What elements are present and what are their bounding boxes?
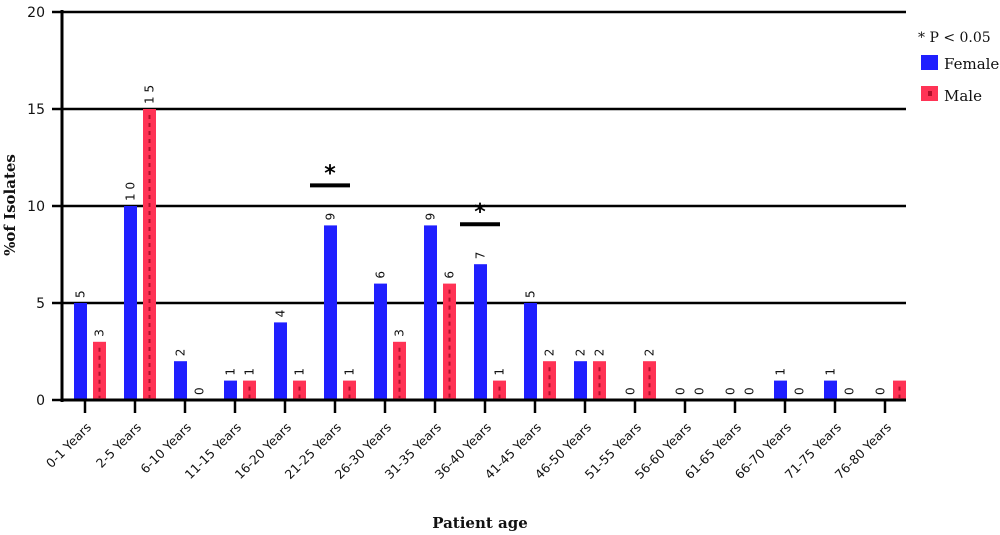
data-label-male: 1 <box>493 368 507 376</box>
data-label-female: 5 <box>74 290 88 298</box>
bar-female <box>74 303 87 400</box>
bar-male <box>643 361 656 400</box>
x-tick-label: 0-1 Years <box>43 420 94 471</box>
bar-female <box>474 264 487 400</box>
legend: * P < 0.05 Female Male <box>918 30 999 105</box>
data-label-male: 0 <box>693 387 707 395</box>
data-label-female: 1 0 <box>124 182 138 201</box>
legend-label-male: Male <box>944 87 982 105</box>
bars <box>74 109 906 400</box>
data-label-female: 1 <box>774 368 788 376</box>
data-label-male: 6 <box>443 271 457 279</box>
data-label-male: 1 <box>343 368 357 376</box>
data-label-male: 0 <box>743 387 757 395</box>
bar-male <box>93 341 106 400</box>
bar-female <box>124 206 137 400</box>
bar-female <box>374 283 387 400</box>
bar-female <box>274 322 287 400</box>
bar-male <box>543 361 556 400</box>
data-label-female: 2 <box>174 349 188 357</box>
bar-female <box>174 361 187 400</box>
data-label-female: 2 <box>574 349 588 357</box>
x-axis-title: Patient age <box>432 514 528 532</box>
bar-male <box>393 341 406 400</box>
bar-male <box>443 283 456 400</box>
data-label-male: 1 <box>293 368 307 376</box>
data-label-male: 1 5 <box>143 85 157 104</box>
y-axis-title: %of Isolates <box>1 154 19 256</box>
y-tick-label: 15 <box>27 102 45 118</box>
data-label-male: 2 <box>593 349 607 357</box>
bar-female <box>224 380 237 400</box>
data-label-female: 9 <box>324 213 338 221</box>
data-label-female: 0 <box>674 387 688 395</box>
data-label-male: 3 <box>393 329 407 337</box>
data-label-female: 6 <box>374 271 388 279</box>
y-tick-label: 10 <box>27 199 45 215</box>
data-label-male: 1 <box>243 368 257 376</box>
data-label-male: 0 <box>793 387 807 395</box>
data-label-male: 2 <box>643 349 657 357</box>
data-label-male: 0 <box>843 387 857 395</box>
significance-star: * <box>474 200 486 225</box>
bar-female <box>774 380 787 400</box>
data-label-female: 1 <box>224 368 238 376</box>
data-label-female: 5 <box>524 290 538 298</box>
data-label-male: 3 <box>93 329 107 337</box>
y-tick-label: 5 <box>36 296 45 312</box>
y-tick-labels: 0 5 10 15 20 <box>27 5 45 409</box>
data-label-female: 0 <box>624 387 638 395</box>
significance-note: * P < 0.05 <box>918 30 991 46</box>
data-label-male: 0 <box>193 387 207 395</box>
data-label-female: 0 <box>724 387 738 395</box>
bar-female <box>424 225 437 400</box>
data-label-female: 1 <box>824 368 838 376</box>
y-tick-label: 20 <box>27 5 45 21</box>
bar-female <box>324 225 337 400</box>
data-label-male: 2 <box>543 349 557 357</box>
data-label-female: 7 <box>474 252 488 260</box>
bar-female <box>574 361 587 400</box>
data-label-female: 4 <box>274 310 288 318</box>
x-tick-label: 2-5 Years <box>93 420 144 471</box>
legend-swatch-female <box>921 55 938 70</box>
y-tick-label: 0 <box>36 393 45 409</box>
data-label-female: 9 <box>424 213 438 221</box>
data-label-female: 0 <box>874 387 888 395</box>
bar-male <box>593 361 606 400</box>
axes <box>52 10 906 413</box>
legend-swatch-male-center <box>928 91 932 96</box>
significance-markers: ** <box>310 161 500 227</box>
bar-female <box>824 380 837 400</box>
bar-female <box>524 303 537 400</box>
significance-star: * <box>324 161 336 186</box>
legend-label-female: Female <box>944 55 999 73</box>
